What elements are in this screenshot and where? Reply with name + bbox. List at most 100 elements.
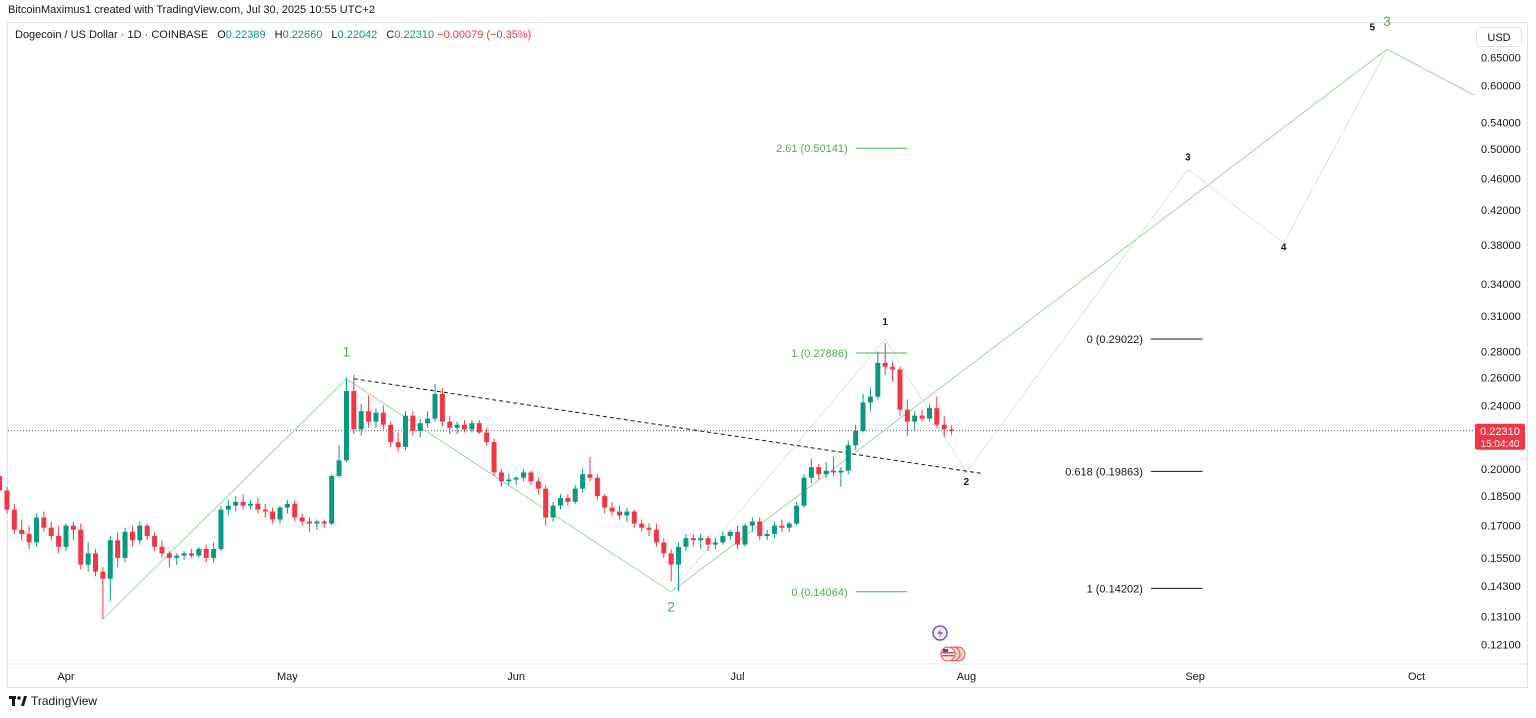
candle-body — [129, 531, 135, 541]
wave-label: 3 — [1383, 13, 1391, 29]
candle-body — [845, 445, 851, 471]
candle-body — [336, 460, 342, 476]
candle-body — [137, 525, 143, 541]
candle — [676, 542, 682, 591]
time-axis[interactable]: Apr May Jun Jul Aug Sep Oct — [8, 663, 1527, 683]
candle-body — [181, 553, 187, 556]
candle-body — [580, 474, 586, 489]
candle — [838, 467, 844, 487]
candle — [639, 519, 645, 532]
candle — [307, 517, 313, 532]
candle-body — [646, 527, 652, 530]
us-flag-event-icon[interactable] — [940, 646, 966, 662]
candle-body — [439, 393, 445, 422]
candle-body — [513, 477, 519, 480]
price-tag-value: 0.22310 — [1480, 426, 1520, 438]
wave-label: 3 — [1185, 153, 1191, 164]
currency-button[interactable]: USD — [1476, 27, 1522, 47]
candle — [572, 484, 578, 504]
candle — [432, 384, 438, 422]
candle — [624, 507, 630, 522]
candle — [336, 445, 342, 478]
candle-body — [188, 553, 194, 556]
candle-body — [211, 548, 217, 558]
candle — [594, 474, 600, 500]
wave-labels-layer: 1 2 3 1 2 3 4 5 — [343, 13, 1392, 614]
candle — [653, 523, 659, 547]
candle — [48, 521, 54, 541]
price-tick-label: 0.18500 — [1481, 491, 1521, 503]
candle — [528, 470, 534, 485]
candle-body — [926, 408, 932, 419]
candle — [941, 415, 947, 438]
candle-body — [757, 521, 763, 537]
symbol-name: Dogecoin / US Dollar · 1D · COINBASE — [15, 29, 209, 41]
candle-body — [469, 423, 475, 430]
candle — [735, 525, 741, 549]
candle-body — [794, 505, 800, 524]
candle — [661, 538, 667, 558]
candle-body — [402, 415, 408, 447]
close-value: 0.22310 — [394, 29, 435, 41]
wave-label: 5 — [1369, 22, 1375, 33]
candle-body — [816, 467, 822, 475]
candle — [557, 494, 563, 510]
candle — [351, 374, 357, 435]
candle-body — [63, 525, 69, 547]
candle — [188, 548, 194, 558]
candle-body — [572, 488, 578, 502]
price-tick-label: 0.28000 — [1481, 347, 1521, 359]
candle-body — [779, 525, 785, 528]
candle-body — [115, 540, 121, 558]
time-tick-label: Oct — [1408, 671, 1425, 683]
candle-body — [535, 481, 541, 489]
candle — [875, 351, 881, 400]
tradingview-brand[interactable]: TradingView — [9, 694, 97, 708]
price-tick-label: 0.17000 — [1481, 521, 1521, 533]
wave-label: 4 — [1281, 243, 1287, 254]
candle — [749, 517, 755, 532]
candle — [926, 403, 932, 422]
events-layer[interactable] — [932, 625, 966, 662]
price-tick-label: 0.20000 — [1481, 464, 1521, 476]
candle-body — [705, 538, 711, 545]
candles-layer — [0, 342, 955, 620]
fib-level-label: 1 (0.27886) — [791, 348, 847, 360]
price-tick-label: 0.46000 — [1481, 173, 1521, 185]
candle — [129, 525, 135, 547]
candle — [890, 361, 896, 382]
time-tick-label: Apr — [57, 671, 74, 683]
price-axis[interactable]: 0.65000 0.60000 0.54000 0.50000 0.46000 0.420… — [1481, 53, 1521, 652]
candle — [646, 523, 652, 537]
candle-body — [299, 517, 305, 522]
candle-body — [100, 571, 106, 579]
descending-trendline — [353, 378, 982, 474]
wave-label: 2 — [964, 477, 970, 488]
candle — [919, 409, 925, 422]
candle-body — [107, 540, 113, 579]
candle — [174, 553, 180, 565]
candle — [454, 421, 460, 435]
price-tick-label: 0.15500 — [1481, 553, 1521, 565]
candle — [742, 523, 748, 547]
candle — [617, 505, 622, 520]
candle — [402, 411, 408, 451]
candle — [144, 523, 150, 541]
candle-body — [159, 546, 165, 554]
candle — [152, 531, 158, 552]
low-label: L — [331, 29, 338, 41]
candle — [277, 505, 283, 524]
candle-body — [395, 442, 401, 447]
candle — [949, 425, 955, 436]
candle-body — [801, 477, 807, 506]
candle-body — [240, 501, 246, 506]
candle-body — [284, 503, 290, 508]
candle-body — [712, 542, 718, 545]
candle-body — [617, 511, 622, 516]
candle-body — [262, 509, 268, 512]
candle — [100, 566, 106, 620]
open-value: 0.22389 — [225, 29, 266, 41]
candle-body — [41, 517, 47, 528]
lightning-event-icon[interactable] — [932, 625, 948, 641]
